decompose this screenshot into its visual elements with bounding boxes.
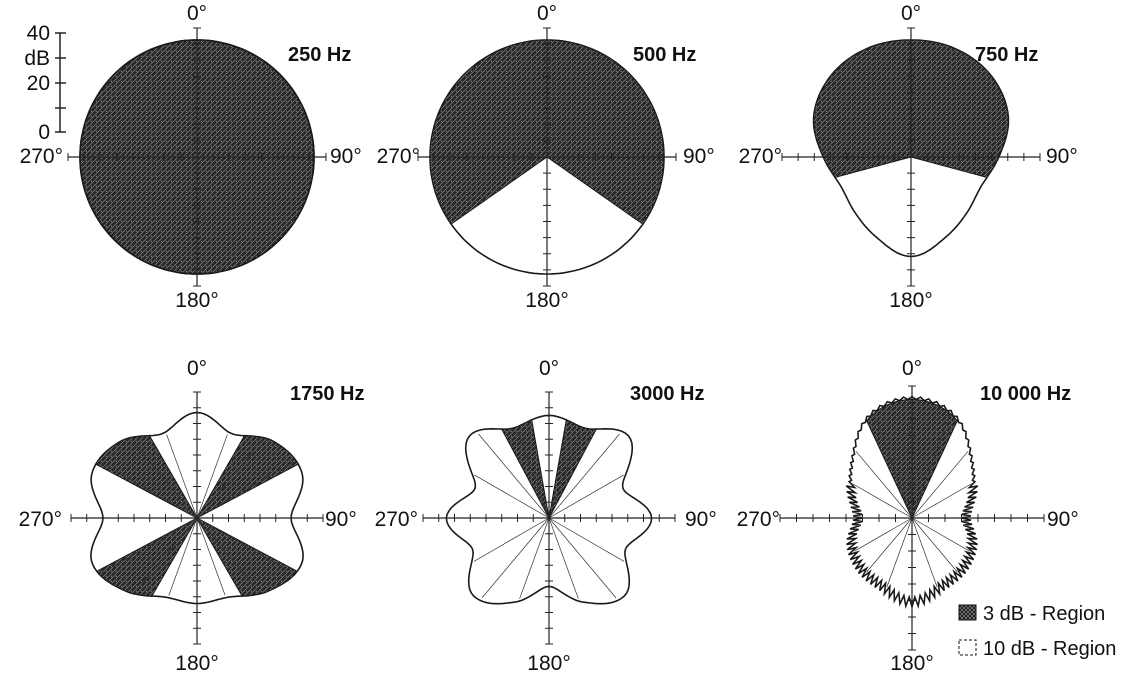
scale-label-40: 40 (27, 22, 50, 45)
polar-panel-500hz: 500 Hz 0° 90° 180° 270° (377, 2, 715, 312)
angle-label-90: 90° (325, 508, 357, 531)
panel-title-10000hz: 10 000 Hz (980, 383, 1071, 405)
polar-plot-1750hz (70, 391, 324, 645)
radial-line-10000hz-5 (911, 517, 970, 552)
radial-line-3000hz-12 (474, 474, 550, 519)
radial-line-3000hz-6 (548, 517, 617, 599)
panel-title-3000hz: 3000 Hz (630, 383, 705, 405)
radial-line-1750hz-12 (100, 462, 198, 519)
region-3db-3000hz-1 (500, 419, 550, 519)
radial-line-1750hz-6 (196, 517, 259, 592)
angle-label-0: 0° (187, 357, 207, 380)
radial-line-10000hz-7 (911, 517, 938, 588)
angle-label-270: 270° (375, 508, 418, 531)
panel-title-250hz: 250 Hz (288, 44, 351, 66)
scale-label-20: 20 (27, 72, 50, 95)
polar-panel-250hz: 250 Hz 0° 90° 180° 270° (20, 2, 362, 312)
radial-line-10000hz-2 (911, 414, 950, 519)
radial-line-10000hz-6 (911, 517, 958, 573)
radial-line-1750hz-3 (196, 439, 263, 519)
radial-line-3000hz-2 (548, 429, 582, 519)
scale-label-0: 0 (38, 121, 50, 144)
radial-line-1750hz-11 (102, 517, 198, 574)
radial-line-3000hz-9 (519, 517, 550, 599)
angle-label-270: 270° (377, 145, 420, 168)
angle-label-0: 0° (187, 2, 207, 25)
region-3db-3000hz-2 (548, 419, 598, 519)
radial-line-1750hz-9 (168, 517, 198, 596)
panel-title-500hz: 500 Hz (633, 44, 696, 66)
angle-label-270: 270° (739, 145, 782, 168)
angle-label-180: 180° (527, 652, 570, 675)
angle-label-0: 0° (537, 2, 557, 25)
angle-label-90: 90° (1047, 508, 1079, 531)
radial-line-10000hz-13 (855, 451, 913, 519)
angle-label-90: 90° (683, 145, 715, 168)
polar-panel-1750hz: 1750 Hz 0° 90° 180° 270° (19, 357, 365, 675)
radial-line-10000hz-9 (886, 517, 913, 588)
region-3db-1750hz-1 (95, 435, 199, 520)
radial-line-1750hz-5 (196, 517, 292, 574)
radial-line-10000hz-4 (911, 483, 972, 519)
angle-label-180: 180° (175, 652, 218, 675)
angle-label-0: 0° (902, 357, 922, 380)
angle-label-180: 180° (890, 652, 933, 675)
region-3db-1750hz-2 (195, 435, 299, 520)
db-scale-bar: 40 dB 20 0 (24, 22, 66, 144)
angle-label-0: 0° (901, 2, 921, 25)
legend-label-3db: 3 dB - Region (983, 603, 1105, 625)
polar-plot-3000hz (422, 391, 676, 645)
angle-label-180: 180° (889, 289, 932, 312)
radial-line-1750hz-2 (196, 434, 228, 519)
polar-plot-250hz (67, 27, 327, 287)
legend-label-10db: 10 dB - Region (983, 638, 1116, 660)
radial-line-10000hz-10 (866, 517, 913, 573)
radial-line-3000hz-11 (473, 517, 550, 562)
radial-line-10000hz-12 (852, 483, 913, 519)
radial-line-1750hz-7 (196, 517, 226, 596)
angle-label-180: 180° (525, 289, 568, 312)
panel-title-750hz: 750 Hz (975, 44, 1038, 66)
radial-line-1750hz-14 (166, 434, 198, 519)
radial-line-3000hz-13 (478, 433, 550, 519)
angle-label-90: 90° (330, 145, 362, 168)
radial-line-3000hz-10 (481, 517, 550, 599)
polar-panel-3000hz: 3000 Hz 0° 90° 180° 270° (375, 357, 717, 675)
angle-label-90: 90° (1046, 145, 1078, 168)
angle-label-0: 0° (539, 357, 559, 380)
radial-line-1750hz-10 (135, 517, 198, 592)
radial-line-3000hz-5 (548, 517, 625, 562)
region-3db-1750hz-4 (96, 516, 199, 597)
angle-label-270: 270° (19, 508, 62, 531)
angle-label-270: 270° (737, 508, 780, 531)
radial-line-1750hz-13 (131, 439, 198, 519)
panel-title-1750hz: 1750 Hz (290, 383, 365, 405)
polar-panel-10000hz: 10 000 Hz 0° 90° 180° 270° (737, 357, 1079, 675)
radial-line-1750hz-4 (196, 462, 294, 519)
polar-plot-10000hz (779, 385, 1045, 651)
legend: 3 dB - Region 10 dB - Region (958, 603, 1116, 660)
legend-swatch-3db (958, 604, 977, 621)
radial-line-3000hz-4 (548, 474, 624, 519)
angle-label-180: 180° (175, 289, 218, 312)
scale-unit-db: dB (24, 47, 50, 70)
angle-label-90: 90° (685, 508, 717, 531)
radial-line-3000hz-3 (548, 433, 620, 519)
radial-line-10000hz-14 (874, 414, 913, 519)
radial-line-3000hz-14 (516, 429, 550, 519)
radial-line-10000hz-11 (854, 517, 913, 552)
region-3db-1750hz-3 (195, 516, 298, 597)
angle-label-270: 270° (20, 145, 63, 168)
polar-plot-500hz (417, 27, 677, 287)
radial-line-10000hz-3 (911, 451, 969, 519)
polar-plot-750hz (781, 27, 1041, 287)
legend-swatch-10db (958, 639, 977, 656)
polar-panel-750hz: 750 Hz 0° 90° 180° 270° (739, 2, 1078, 312)
radial-line-3000hz-7 (548, 517, 579, 599)
